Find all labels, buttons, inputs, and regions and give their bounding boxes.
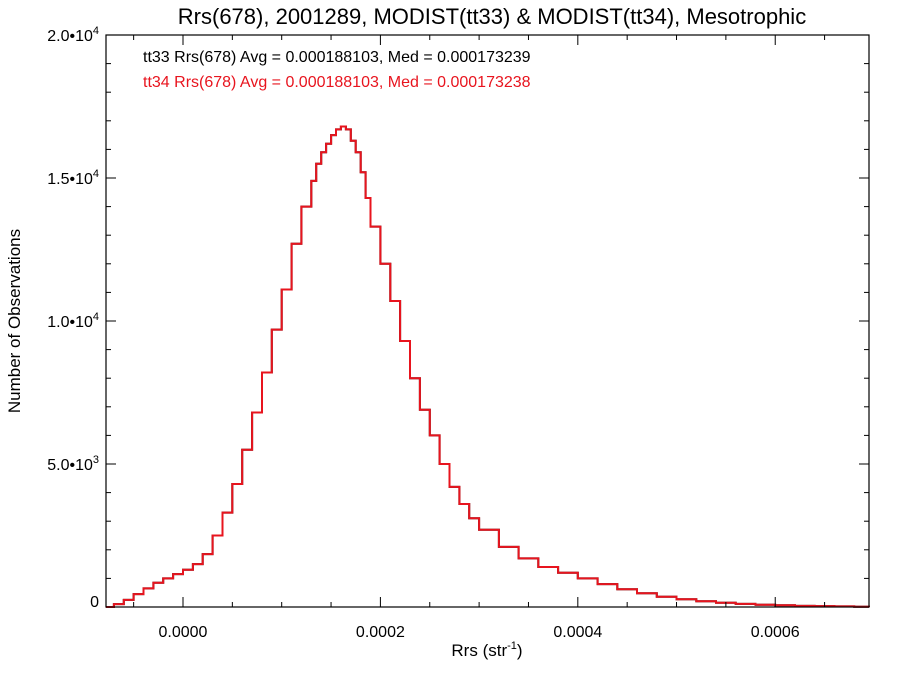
y-tick-label-base: 1.0•10 xyxy=(47,314,93,331)
x-tick-label: 0.0002 xyxy=(356,624,405,641)
x-axis-label-sup: -1 xyxy=(507,640,517,652)
y-tick-label-base: 0 xyxy=(90,594,99,611)
y-tick-label-base: 2.0•10 xyxy=(47,28,93,45)
y-tick-label-sup: 3 xyxy=(93,454,99,466)
x-tick-label: 0.0000 xyxy=(159,624,208,641)
x-tick-label: 0.0006 xyxy=(751,624,800,641)
y-tick-label: 2.0•104 xyxy=(47,25,99,45)
y-tick-label-sup: 4 xyxy=(93,311,99,323)
y-tick-label-sup: 4 xyxy=(93,25,99,37)
y-tick-label-sup: 4 xyxy=(93,168,99,180)
annotation-line-1: tt33 Rrs(678) Avg = 0.000188103, Med = 0… xyxy=(143,49,531,66)
y-tick-label-base: 5.0•10 xyxy=(47,457,93,474)
y-tick-label: 5.0•103 xyxy=(47,454,99,474)
series-group xyxy=(106,125,870,608)
y-tick-label: 0 xyxy=(90,594,99,611)
x-axis-label-suffix: ) xyxy=(517,641,523,660)
y-axis-label: Number of Observations xyxy=(5,229,24,413)
series-line-tt34 xyxy=(106,125,870,608)
y-tick-label: 1.5•104 xyxy=(47,168,99,188)
axis-group: 0.0000 0.0002 0.0004 0.000605.0•1031.0•1041… xyxy=(47,25,870,641)
x-axis-label: Rrs (str-1) xyxy=(451,640,522,660)
x-tick-label: 0.0004 xyxy=(553,624,602,641)
y-tick-label: 1.0•104 xyxy=(47,311,99,331)
chart-title: Rrs(678), 2001289, MODIST(tt33) & MODIST… xyxy=(178,4,806,29)
annotation-line-2: tt34 Rrs(678) Avg = 0.000188103, Med = 0… xyxy=(143,74,531,91)
y-tick-label-base: 1.5•10 xyxy=(47,171,93,188)
annotation-group: tt33 Rrs(678) Avg = 0.000188103, Med = 0… xyxy=(143,49,531,91)
x-axis-label-base: Rrs (str xyxy=(451,641,507,660)
